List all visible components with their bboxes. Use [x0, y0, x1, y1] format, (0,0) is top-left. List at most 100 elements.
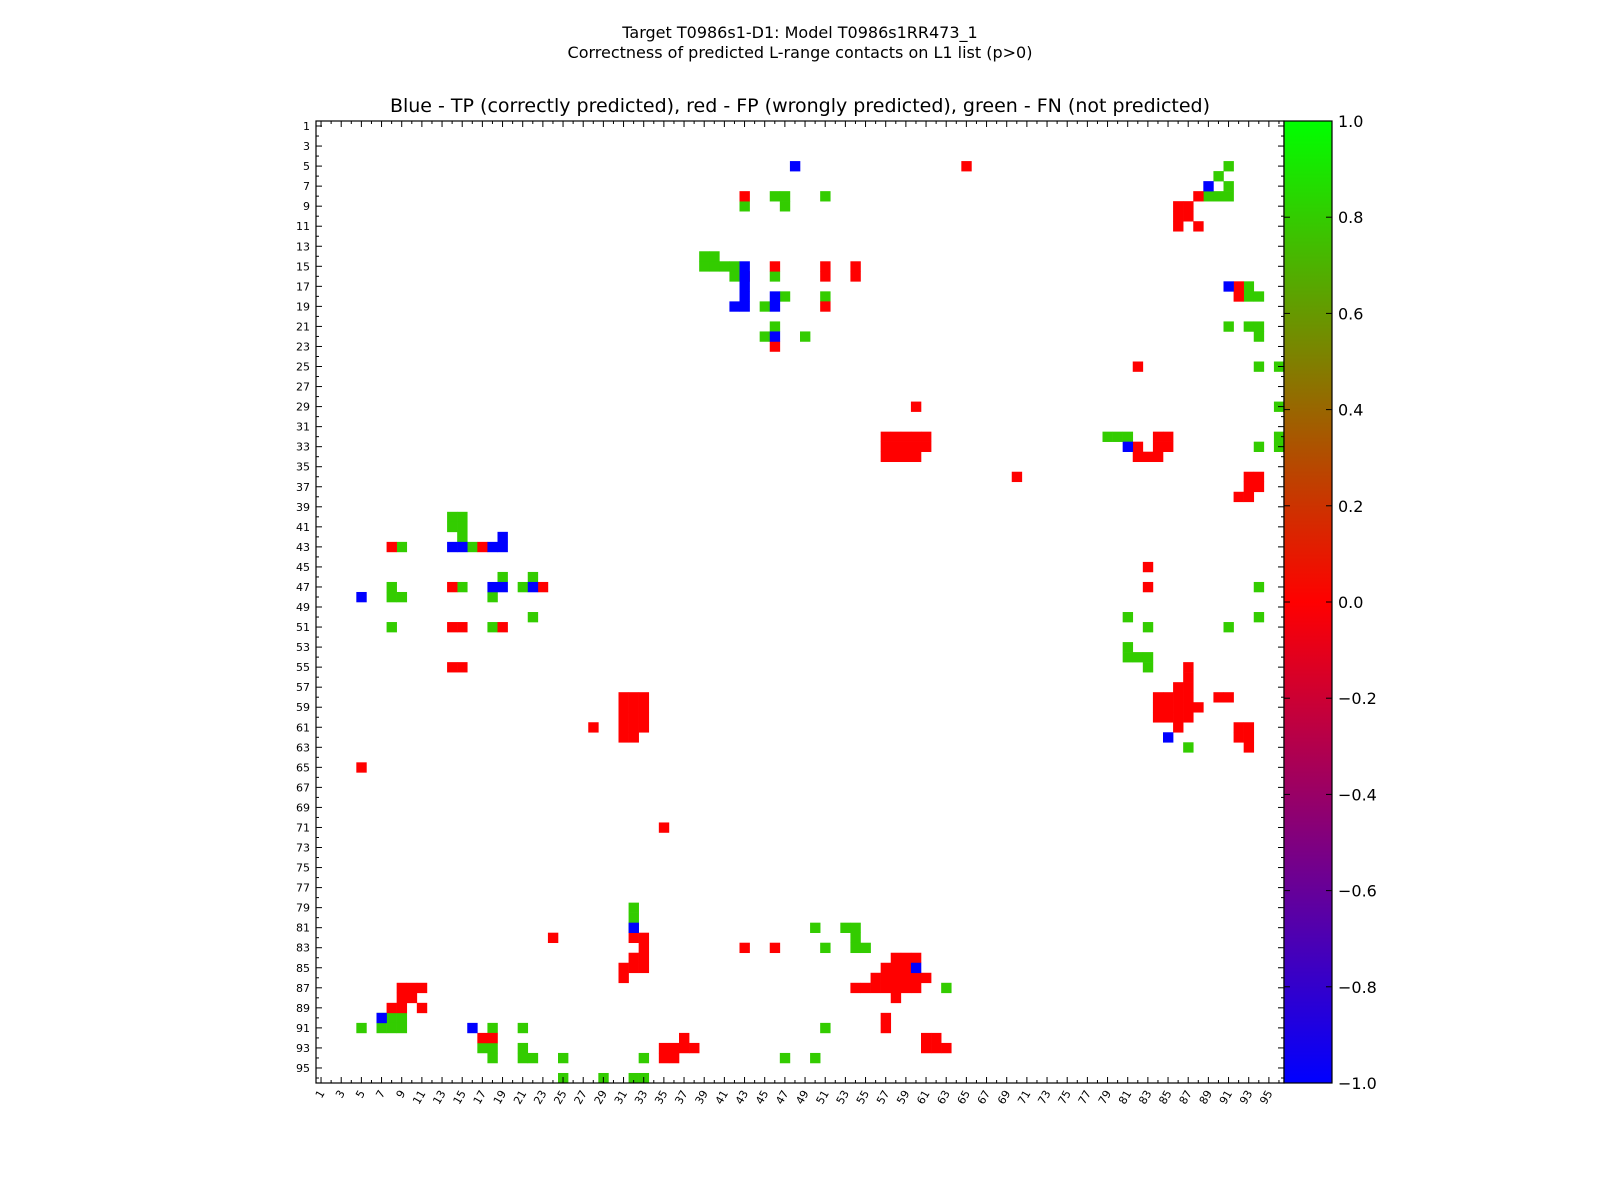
- contact-cell-fp: [890, 431, 902, 442]
- contact-cell-tp: [376, 1012, 387, 1024]
- contact-cell-fp: [820, 301, 831, 312]
- y-tick-label: 15: [296, 260, 310, 273]
- y-tick-label: 23: [296, 340, 310, 353]
- contact-cell-fp: [910, 401, 922, 412]
- contact-cell-fn: [719, 261, 730, 272]
- y-tick-label: 79: [296, 902, 310, 915]
- contact-cell-fn: [769, 191, 781, 202]
- contact-cell-fn: [820, 291, 831, 302]
- x-tick-label: 7: [373, 1088, 388, 1101]
- contact-cell-fn: [356, 1022, 367, 1034]
- contact-cell-fn: [487, 1022, 498, 1034]
- contact-cell-fn: [457, 521, 468, 533]
- contact-cell-fn: [1243, 321, 1255, 332]
- contact-cell-fn: [729, 261, 740, 272]
- contact-cell-fp: [1152, 702, 1164, 713]
- y-tick-label: 89: [296, 1002, 310, 1015]
- contact-cell-fn: [1253, 612, 1265, 623]
- contact-cell-fp: [638, 712, 650, 723]
- colorbar-tick-label: 0.6: [1338, 304, 1363, 323]
- contact-cell-fp: [921, 441, 932, 452]
- x-tick-label: 79: [1096, 1088, 1114, 1107]
- contact-cell-fn: [517, 1052, 529, 1064]
- contact-cell-fp: [931, 1032, 942, 1044]
- contact-cell-fp: [658, 1052, 670, 1064]
- contact-cell-fp: [547, 932, 559, 944]
- contact-cell-fp: [1152, 441, 1164, 452]
- contact-cell-tp: [447, 541, 458, 553]
- x-tick-label: 5: [353, 1088, 368, 1101]
- contact-cell-fp: [628, 722, 639, 733]
- contact-cell-fp: [477, 541, 488, 553]
- y-tick-label: 13: [296, 240, 310, 253]
- contact-cell-fn: [1183, 742, 1194, 753]
- contact-cell-fp: [880, 451, 892, 463]
- x-tick-label: 37: [672, 1088, 690, 1107]
- contact-cell-fn: [820, 191, 831, 202]
- y-tick-label: 69: [296, 801, 310, 814]
- contact-cell-fn: [941, 982, 952, 994]
- contact-cell-fp: [921, 972, 932, 984]
- contact-cell-tp: [739, 281, 750, 292]
- contact-cell-fn: [860, 942, 871, 954]
- contact-cell-fn: [487, 591, 498, 603]
- contact-cell-fn: [638, 1052, 650, 1064]
- contact-cell-fp: [890, 451, 902, 463]
- contact-cell-fp: [588, 722, 599, 733]
- contact-cell-fn: [396, 541, 408, 553]
- contact-cell-fp: [1142, 561, 1154, 573]
- y-tick-label: 17: [296, 280, 310, 293]
- plot-frame: [315, 120, 1285, 1084]
- contact-cell-fp: [1183, 712, 1194, 723]
- x-tick-label: 91: [1217, 1088, 1235, 1107]
- y-tick-label: 11: [296, 220, 310, 233]
- contact-cell-fp: [689, 1042, 700, 1054]
- contact-cell-fn: [628, 1072, 639, 1084]
- contact-cell-fp: [739, 191, 750, 202]
- contact-cell-fp: [921, 1042, 932, 1054]
- contact-cell-fn: [467, 541, 478, 553]
- colorbar-tick-label: −0.6: [1338, 882, 1377, 901]
- contact-cell-fp: [628, 962, 639, 974]
- y-tick-label: 81: [296, 922, 310, 935]
- contact-cell-fn: [779, 1052, 791, 1064]
- y-tick-label: 39: [296, 501, 310, 514]
- contact-cell-fp: [1163, 692, 1174, 703]
- y-tick-label: 29: [296, 401, 310, 414]
- contact-cell-fp: [769, 942, 781, 954]
- contact-cell-fp: [900, 441, 912, 452]
- y-tick-label: 37: [296, 481, 310, 494]
- contact-cell-fn: [709, 251, 720, 262]
- contact-cell-fn: [1203, 191, 1214, 202]
- contact-cell-fp: [1183, 662, 1194, 673]
- contact-cell-fn: [1122, 431, 1134, 442]
- contact-cell-fn: [1253, 331, 1265, 342]
- contact-cell-tp: [356, 591, 367, 603]
- contact-cell-fn: [759, 301, 771, 312]
- x-tick-label: 25: [551, 1088, 569, 1107]
- x-tick-label: 85: [1156, 1088, 1174, 1107]
- contact-cell-fn: [769, 321, 781, 332]
- contact-cell-tp: [739, 291, 750, 302]
- x-tick-label: 53: [834, 1088, 852, 1107]
- contact-cell-fn: [779, 291, 791, 302]
- y-tick-label: 19: [296, 300, 310, 313]
- y-tick-label: 77: [296, 882, 310, 895]
- contact-cell-fn: [497, 571, 508, 583]
- contact-cell-fp: [447, 581, 458, 593]
- contact-cell-tp: [487, 581, 498, 593]
- x-tick-label: 69: [995, 1088, 1013, 1107]
- contact-cell-fp: [850, 261, 861, 272]
- contact-cell-fn: [517, 1042, 529, 1054]
- contact-cell-fp: [769, 341, 781, 352]
- contact-cell-fn: [386, 581, 397, 593]
- contact-cell-fp: [1233, 722, 1244, 733]
- contact-cell-fp: [870, 982, 881, 994]
- contact-cell-fp: [880, 1022, 892, 1034]
- colorbar-tick-label: 0.2: [1338, 497, 1363, 516]
- contact-cell-fp: [1243, 491, 1255, 503]
- contact-cell-tp: [497, 531, 508, 543]
- y-tick-label: 53: [296, 641, 310, 654]
- contact-cell-tp: [1223, 281, 1234, 292]
- y-tick-label: 7: [303, 180, 310, 193]
